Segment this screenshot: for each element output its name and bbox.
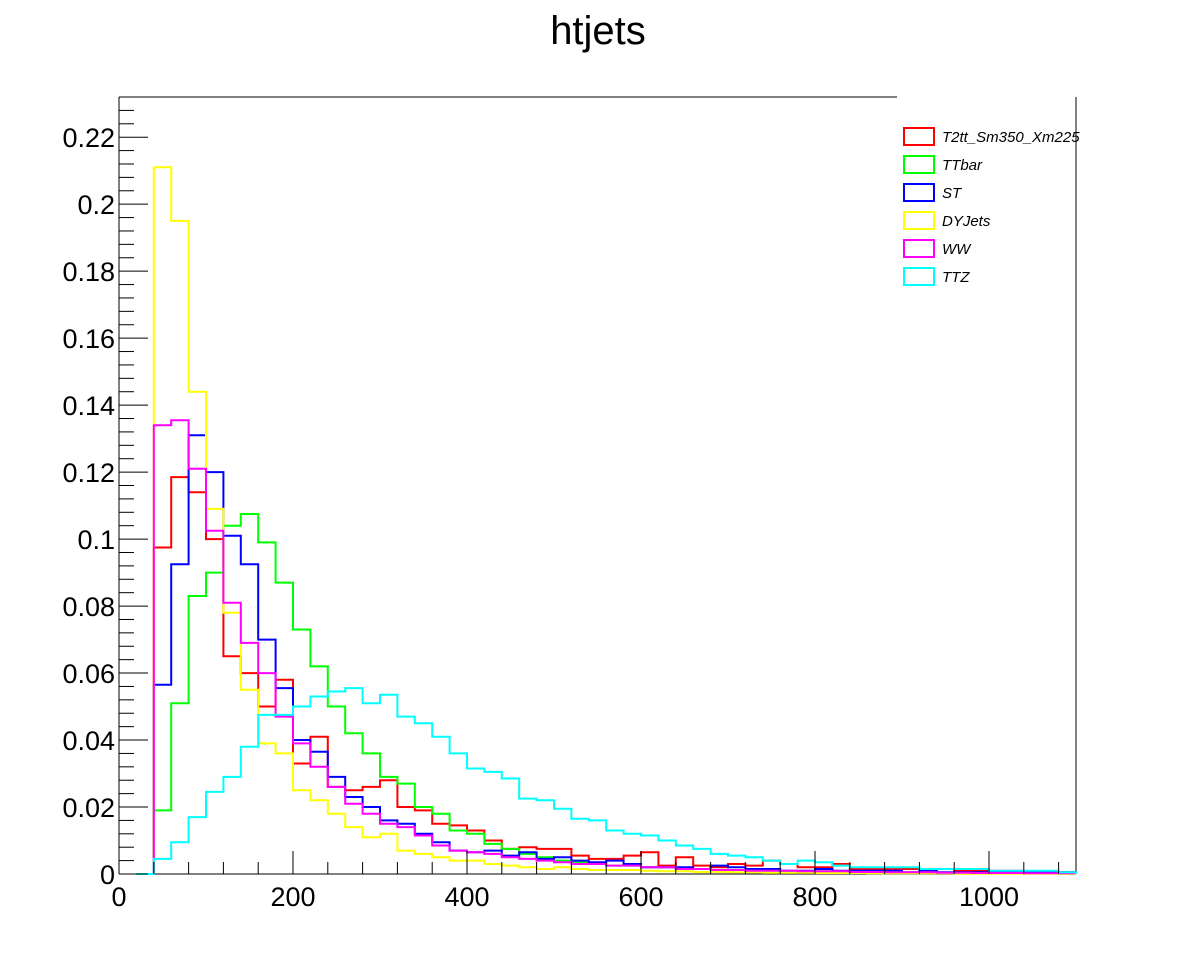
y-tick-label: 0.02 (62, 793, 115, 823)
axes: 0 0.02 0.04 0.06 0.08 0.1 0.12 0.14 0.16 0.18 0.2 0… (62, 96, 1060, 912)
legend-swatch-2 (903, 183, 935, 202)
legend-swatch-5 (903, 267, 935, 286)
plot-frame (118, 96, 1077, 875)
x-tick-label: 400 (444, 882, 489, 912)
y-tick-label: 0.08 (62, 592, 115, 622)
y-tick-label: 0.14 (62, 391, 115, 421)
y-tick-label: 0.04 (62, 726, 115, 756)
legend-label-4: WW (942, 241, 972, 258)
x-tick-label: 800 (792, 882, 837, 912)
y-tick-label: 0 (100, 860, 115, 890)
series-line-0 (136, 476, 1077, 875)
series-line-3 (136, 166, 1077, 875)
legend-label-1: TTbar (942, 157, 983, 174)
x-tick-label: 200 (270, 882, 315, 912)
legend-swatch-3 (903, 211, 935, 230)
series-layer (136, 166, 1077, 875)
legend: T2tt_Sm350_Xm225 TTbar ST DYJets WW TTZ (903, 127, 1080, 286)
series-line-4 (136, 419, 1077, 875)
y-tick-label: 0.22 (62, 123, 115, 153)
x-tick-label: 600 (618, 882, 663, 912)
y-tick-label: 0.2 (77, 190, 115, 220)
legend-label-0: T2tt_Sm350_Xm225 (942, 129, 1080, 146)
series-line-2 (136, 434, 1077, 875)
y-tick-label: 0.16 (62, 324, 115, 354)
legend-swatch-0 (903, 127, 935, 146)
legend-swatch-1 (903, 155, 935, 174)
y-tick-label: 0.18 (62, 257, 115, 287)
chart-title: htjets (550, 9, 646, 53)
x-tick-label: 0 (111, 882, 126, 912)
y-tick-label: 0.1 (77, 525, 115, 555)
legend-label-5: TTZ (942, 269, 970, 286)
y-tick-label: 0.12 (62, 458, 115, 488)
legend-label-2: ST (942, 185, 963, 202)
legend-swatch-4 (903, 239, 935, 258)
legend-label-3: DYJets (942, 213, 991, 230)
y-tick-label: 0.06 (62, 659, 115, 689)
x-tick-label: 1000 (959, 882, 1019, 912)
series-line-5 (136, 687, 1077, 875)
